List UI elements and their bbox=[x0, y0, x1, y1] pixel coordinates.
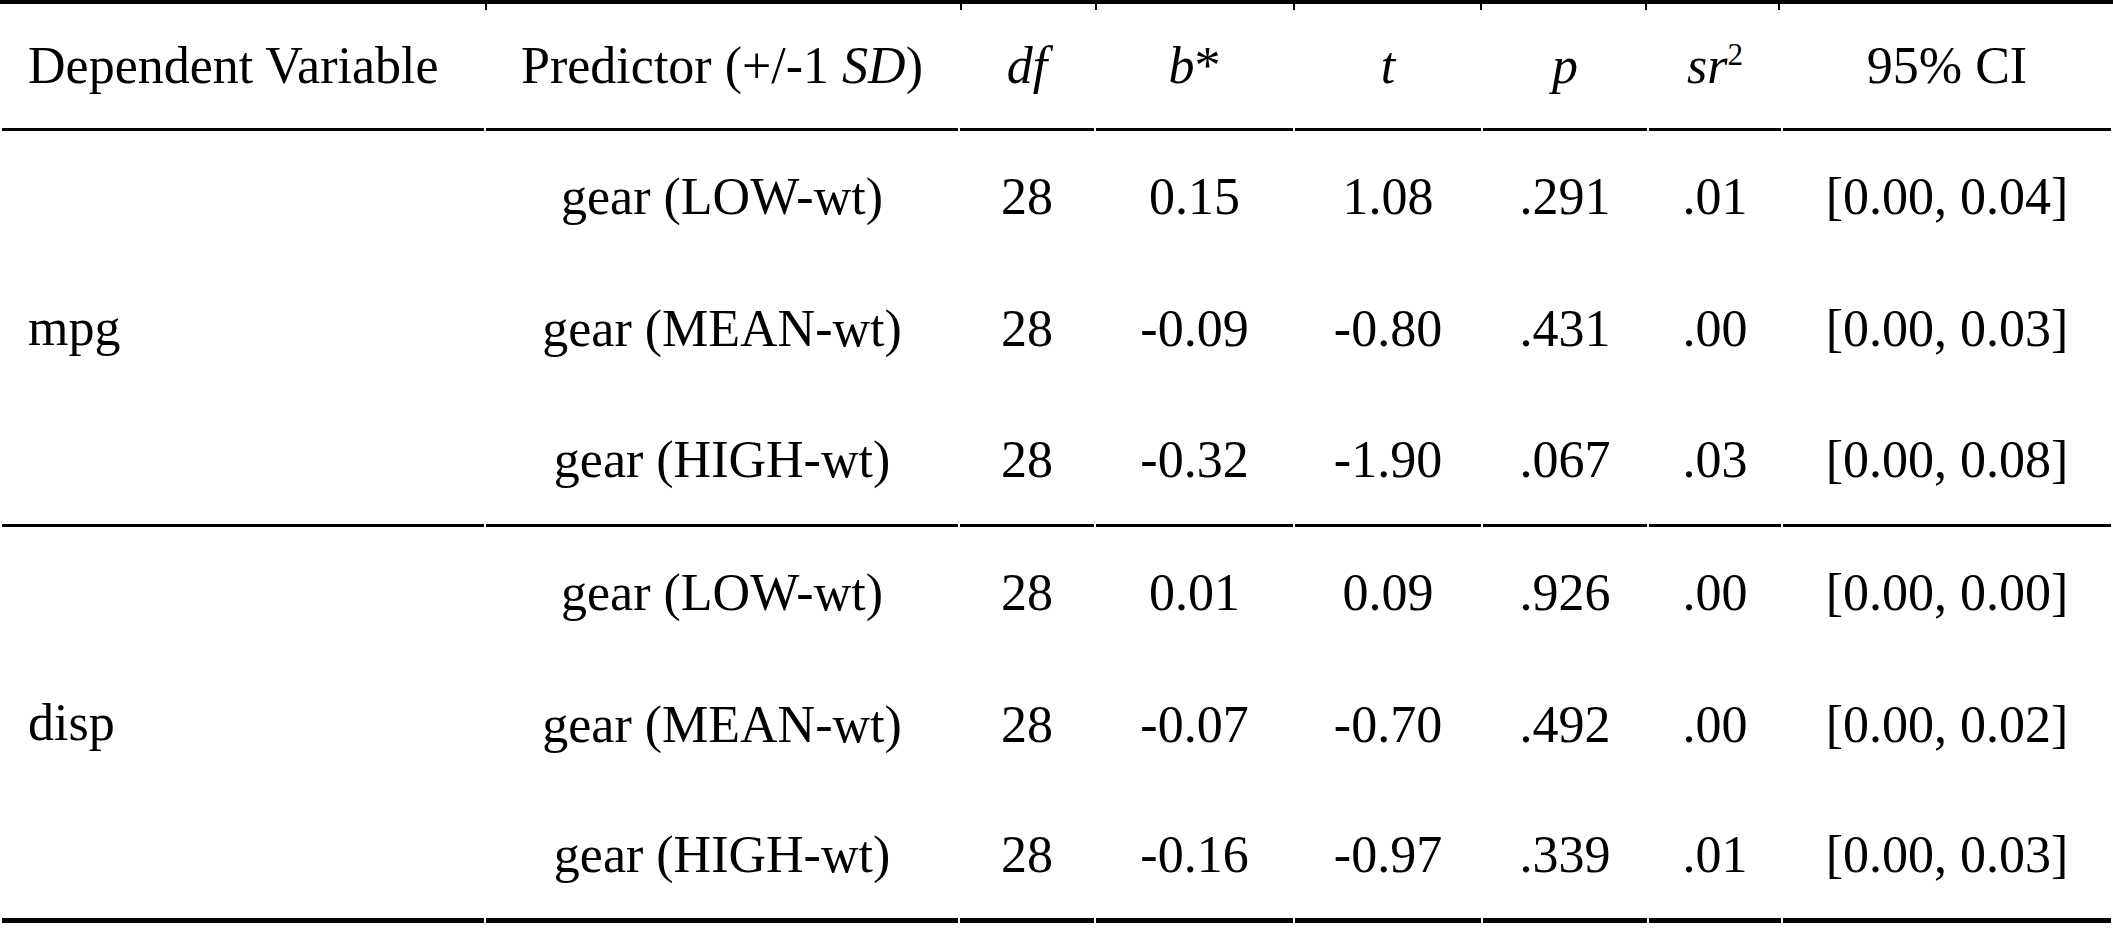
cell-df: 28 bbox=[960, 131, 1094, 263]
column-header-t: t bbox=[1295, 0, 1481, 131]
cell-ci: [0.00, 0.08] bbox=[1783, 395, 2111, 527]
cell-sr2: .01 bbox=[1649, 131, 1781, 263]
column-boundary-tick bbox=[485, 0, 487, 10]
cell-df: 28 bbox=[960, 527, 1094, 659]
cell-df: 28 bbox=[960, 395, 1094, 527]
cell-ci: [0.00, 0.04] bbox=[1783, 131, 2111, 263]
cell-b: -0.16 bbox=[1096, 791, 1293, 923]
cell-df: 28 bbox=[960, 263, 1094, 395]
document-page: Dependent VariablePredictor (+/-1 SD)dfb… bbox=[0, 0, 2113, 928]
header-text: Predictor (+/-1 bbox=[521, 37, 842, 94]
table-header: Dependent VariablePredictor (+/-1 SD)dfb… bbox=[2, 0, 2111, 131]
column-header-ci: 95% CI bbox=[1783, 0, 2111, 131]
cell-p: .291 bbox=[1483, 131, 1647, 263]
cell-predictor: gear (MEAN-wt) bbox=[486, 659, 958, 791]
column-boundary-tick bbox=[1293, 0, 1295, 10]
header-text: t bbox=[1381, 37, 1395, 94]
cell-p: .431 bbox=[1483, 263, 1647, 395]
cell-ci: [0.00, 0.03] bbox=[1783, 791, 2111, 923]
header-text: sr bbox=[1687, 37, 1727, 94]
regression-table: Dependent VariablePredictor (+/-1 SD)dfb… bbox=[0, 0, 2113, 923]
cell-p: .067 bbox=[1483, 395, 1647, 527]
cell-sr2: .00 bbox=[1649, 527, 1781, 659]
cell-ci: [0.00, 0.02] bbox=[1783, 659, 2111, 791]
cell-sr2: .03 bbox=[1649, 395, 1781, 527]
column-header-sr2: sr2 bbox=[1649, 0, 1781, 131]
cell-b: 0.01 bbox=[1096, 527, 1293, 659]
column-header-dv: Dependent Variable bbox=[2, 0, 484, 131]
cell-t: 0.09 bbox=[1295, 527, 1481, 659]
cell-sr2: .00 bbox=[1649, 263, 1781, 395]
cell-sr2: .01 bbox=[1649, 791, 1781, 923]
column-header-predictor: Predictor (+/-1 SD) bbox=[486, 0, 958, 131]
table-row-disp-1: dispgear (LOW-wt)280.010.09.926.00[0.00,… bbox=[2, 527, 2111, 659]
header-row: Dependent VariablePredictor (+/-1 SD)dfb… bbox=[2, 0, 2111, 131]
column-header-p: p bbox=[1483, 0, 1647, 131]
dependent-variable-label: disp bbox=[2, 527, 484, 923]
cell-p: .339 bbox=[1483, 791, 1647, 923]
cell-t: -0.97 bbox=[1295, 791, 1481, 923]
cell-t: 1.08 bbox=[1295, 131, 1481, 263]
header-text: 2 bbox=[1727, 37, 1743, 72]
cell-df: 28 bbox=[960, 659, 1094, 791]
column-boundary-tick bbox=[1480, 0, 1482, 10]
cell-b: -0.07 bbox=[1096, 659, 1293, 791]
table-body: mpggear (LOW-wt)280.151.08.291.01[0.00, … bbox=[2, 131, 2111, 923]
cell-b: -0.32 bbox=[1096, 395, 1293, 527]
cell-p: .492 bbox=[1483, 659, 1647, 791]
header-text: 95% CI bbox=[1867, 37, 2027, 94]
column-header-df: df bbox=[960, 0, 1094, 131]
header-text: * bbox=[1195, 37, 1221, 94]
header-text: SD bbox=[842, 37, 906, 94]
cell-predictor: gear (HIGH-wt) bbox=[486, 791, 958, 923]
dependent-variable-label: mpg bbox=[2, 131, 484, 527]
cell-predictor: gear (MEAN-wt) bbox=[486, 263, 958, 395]
cell-predictor: gear (HIGH-wt) bbox=[486, 395, 958, 527]
cell-predictor: gear (LOW-wt) bbox=[486, 131, 958, 263]
cell-sr2: .00 bbox=[1649, 659, 1781, 791]
header-text: Dependent Variable bbox=[28, 37, 439, 94]
header-text: df bbox=[1007, 37, 1047, 94]
cell-t: -0.80 bbox=[1295, 263, 1481, 395]
table-row-mpg-1: mpggear (LOW-wt)280.151.08.291.01[0.00, … bbox=[2, 131, 2111, 263]
cell-ci: [0.00, 0.03] bbox=[1783, 263, 2111, 395]
cell-predictor: gear (LOW-wt) bbox=[486, 527, 958, 659]
cell-df: 28 bbox=[960, 791, 1094, 923]
cell-t: -1.90 bbox=[1295, 395, 1481, 527]
column-boundary-tick bbox=[960, 0, 962, 10]
cell-p: .926 bbox=[1483, 527, 1647, 659]
column-boundary-tick bbox=[1645, 0, 1647, 10]
column-boundary-tick bbox=[1095, 0, 1097, 10]
header-text: p bbox=[1552, 37, 1578, 94]
column-boundary-tick bbox=[1778, 0, 1780, 10]
header-text: ) bbox=[906, 37, 923, 94]
header-text: b bbox=[1169, 37, 1195, 94]
column-header-b: b* bbox=[1096, 0, 1293, 131]
cell-b: 0.15 bbox=[1096, 131, 1293, 263]
cell-ci: [0.00, 0.00] bbox=[1783, 527, 2111, 659]
table-top-rule bbox=[0, 0, 2113, 4]
cell-t: -0.70 bbox=[1295, 659, 1481, 791]
cell-b: -0.09 bbox=[1096, 263, 1293, 395]
